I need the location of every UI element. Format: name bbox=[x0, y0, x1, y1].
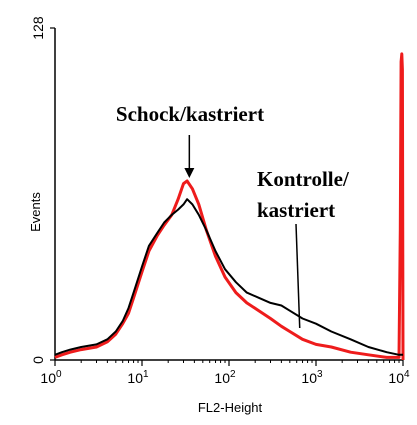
annotation-kontrolle-line2: kastriert bbox=[257, 198, 335, 222]
x-tick-label: 103 bbox=[301, 369, 323, 386]
x-tick-label: 100 bbox=[40, 369, 62, 386]
y-axis-label: Events bbox=[28, 192, 43, 232]
plot-frame bbox=[54, 28, 403, 361]
tick-base: 10 bbox=[127, 370, 143, 386]
tick-base: 10 bbox=[40, 370, 56, 386]
tick-exponent: 0 bbox=[56, 369, 62, 380]
tick-exponent: 2 bbox=[230, 369, 236, 380]
x-axis-label: FL2-Height bbox=[198, 400, 263, 415]
tick-base: 10 bbox=[214, 370, 230, 386]
tick-exponent: 3 bbox=[317, 369, 323, 380]
tick-base: 10 bbox=[388, 370, 404, 386]
x-tick-label: 101 bbox=[127, 369, 149, 386]
tick-base: 10 bbox=[301, 370, 317, 386]
y-tick-label: 128 bbox=[30, 16, 46, 40]
tick-exponent: 1 bbox=[143, 369, 149, 380]
annotation-schock: Schock/kastriert bbox=[116, 102, 264, 126]
annotation-layer: Schock/kastriert Kontrolle/kastriert bbox=[116, 102, 350, 329]
annotation-kontrolle-line1: Kontrolle/ bbox=[257, 167, 350, 191]
x-tick-label: 104 bbox=[388, 369, 410, 386]
annotation-arrow-head bbox=[184, 168, 195, 178]
y-tick-label: 0 bbox=[30, 356, 46, 364]
x-tick-label: 102 bbox=[214, 369, 236, 386]
series-line-red bbox=[54, 52, 405, 361]
tick-exponent: 4 bbox=[404, 369, 410, 380]
annotation-pointer bbox=[295, 223, 301, 329]
series-line-black bbox=[54, 198, 403, 356]
series-layer bbox=[54, 52, 405, 361]
